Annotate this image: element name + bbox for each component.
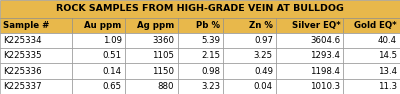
Text: K225334: K225334 [3,36,42,45]
Bar [125,79,178,94]
Text: 11.3: 11.3 [378,82,397,91]
Text: 1150: 1150 [152,67,174,76]
Bar [178,48,224,63]
Bar [344,33,400,48]
Text: 3604.6: 3604.6 [310,36,340,45]
Bar [178,79,224,94]
Text: 1105: 1105 [152,51,174,60]
Text: 880: 880 [158,82,174,91]
Bar [0,18,72,33]
Text: 0.65: 0.65 [102,82,122,91]
Text: 2.15: 2.15 [201,51,220,60]
Text: K225337: K225337 [3,82,42,91]
Text: 0.98: 0.98 [201,67,220,76]
Bar [0,63,72,79]
Bar [178,33,224,48]
Text: 1198.4: 1198.4 [310,67,340,76]
Bar [276,33,344,48]
Bar [224,63,276,79]
Text: 5.39: 5.39 [201,36,220,45]
Text: 13.4: 13.4 [378,67,397,76]
Bar [72,33,125,48]
Bar [125,18,178,33]
Bar [125,33,178,48]
Bar [344,79,400,94]
Bar [344,48,400,63]
Text: Ag ppm: Ag ppm [137,21,174,30]
Text: 1.09: 1.09 [103,36,122,45]
Text: K225336: K225336 [3,67,42,76]
Text: 1293.4: 1293.4 [310,51,340,60]
Text: Gold EQ*: Gold EQ* [354,21,397,30]
Bar [276,48,344,63]
Text: Au ppm: Au ppm [84,21,122,30]
Bar [72,79,125,94]
Bar [178,63,224,79]
Text: Sample #: Sample # [3,21,50,30]
Text: 0.97: 0.97 [254,36,273,45]
Text: 3.25: 3.25 [254,51,273,60]
Text: 3.23: 3.23 [201,82,220,91]
Text: 0.14: 0.14 [102,67,122,76]
Text: 14.5: 14.5 [378,51,397,60]
Bar [224,18,276,33]
Bar [0,48,72,63]
Bar [224,33,276,48]
Bar [224,48,276,63]
Bar [276,18,344,33]
Bar [125,63,178,79]
Bar [344,63,400,79]
Text: Silver EQ*: Silver EQ* [292,21,340,30]
Text: 0.04: 0.04 [254,82,273,91]
Text: 0.51: 0.51 [102,51,122,60]
Bar [178,18,224,33]
Bar [276,63,344,79]
Bar [276,79,344,94]
Text: 40.4: 40.4 [378,36,397,45]
Bar [72,18,125,33]
Bar [72,63,125,79]
Text: K225335: K225335 [3,51,42,60]
Bar [0,33,72,48]
Bar [224,79,276,94]
Bar [0,79,72,94]
Text: Pb %: Pb % [196,21,220,30]
Text: 0.49: 0.49 [254,67,273,76]
Text: 1010.3: 1010.3 [310,82,340,91]
Text: 3360: 3360 [152,36,174,45]
Text: ROCK SAMPLES FROM HIGH-GRADE VEIN AT BULLDOG: ROCK SAMPLES FROM HIGH-GRADE VEIN AT BUL… [56,4,344,13]
Bar [0,0,400,18]
Bar [344,18,400,33]
Text: Zn %: Zn % [249,21,273,30]
Bar [72,48,125,63]
Bar [125,48,178,63]
